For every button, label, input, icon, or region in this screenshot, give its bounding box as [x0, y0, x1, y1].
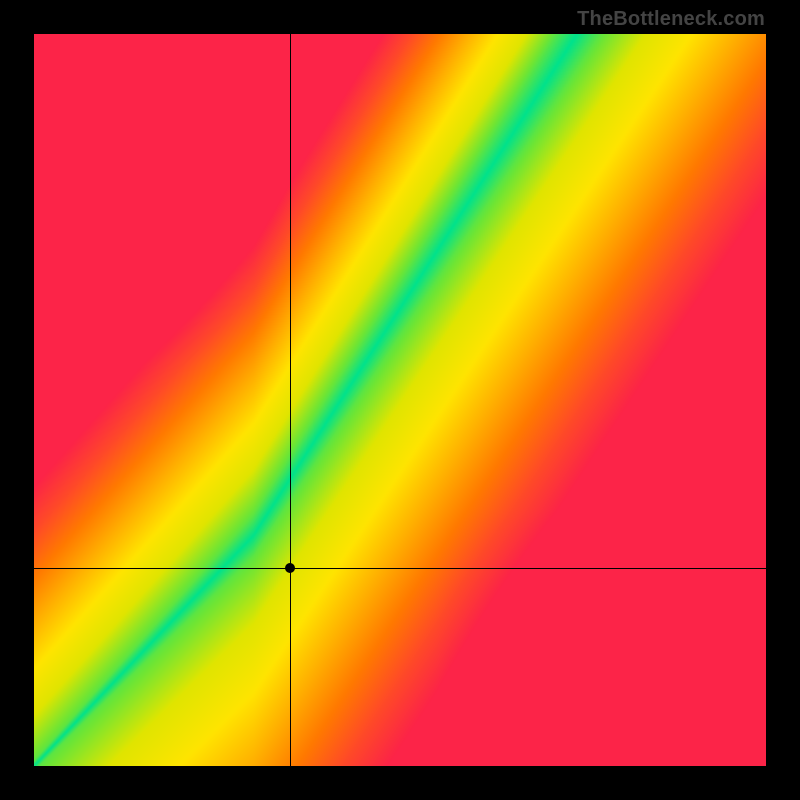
plot-area: [34, 34, 766, 766]
chart-container: TheBottleneck.com: [0, 0, 800, 800]
crosshair-vertical: [290, 34, 291, 766]
heatmap-canvas: [34, 34, 766, 766]
crosshair-horizontal: [34, 568, 766, 569]
watermark-text: TheBottleneck.com: [577, 8, 765, 31]
data-point-marker: [285, 563, 295, 573]
